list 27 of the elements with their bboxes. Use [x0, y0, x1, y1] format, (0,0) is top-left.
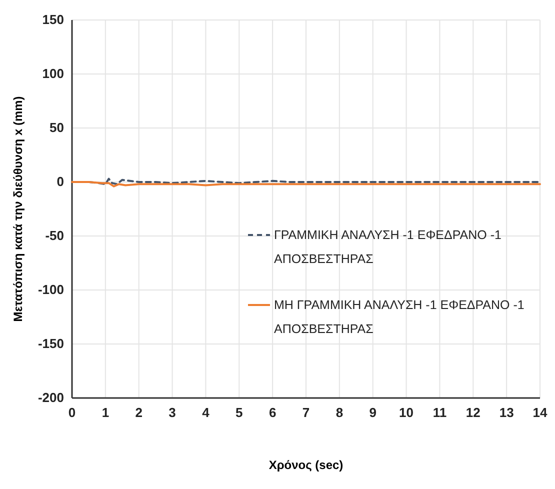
- x-tick-label: 8: [336, 405, 344, 420]
- x-tick-label: 0: [68, 405, 76, 420]
- x-tick-label: 3: [168, 405, 176, 420]
- x-tick-label: 4: [202, 405, 210, 420]
- y-tick-label: -100: [38, 282, 64, 298]
- y-tick-label: 100: [42, 66, 64, 82]
- x-tick-label: 13: [499, 405, 514, 420]
- legend-label: ΓΡΑΜΜΙΚΗ ΑΝΑΛΥΣΗ -1 ΕΦΕΔΡΑΝΟ -1 ΑΠΟΣΒΕΣΤΗΡΑΣ: [274, 228, 502, 266]
- x-tick-label: 1: [102, 405, 110, 420]
- x-tick-label: 7: [302, 405, 310, 420]
- legend-label: ΜΗ ΓΡΑΜΜΙΚΗ ΑΝΑΛΥΣΗ -1 ΕΦΕΔΡΑΝΟ -1 ΑΠΟΣΒΕΣΤΗΡΑΣ: [274, 298, 524, 336]
- x-tick-label: 6: [268, 405, 276, 420]
- x-tick-label: 10: [399, 405, 414, 420]
- x-tick-label: 11: [432, 405, 447, 420]
- x-tick-label: 12: [466, 405, 480, 420]
- y-tick-label: -200: [38, 390, 64, 406]
- y-tick-label: -50: [45, 228, 64, 244]
- y-tick-label: 150: [42, 12, 64, 28]
- y-tick-label: 50: [50, 120, 64, 136]
- y-axis-title: Μετατόπιση κατά την διεύθυνση x (mm): [11, 96, 25, 322]
- x-axis-title: Χρόνος (sec): [268, 458, 344, 472]
- y-tick-label: -150: [38, 336, 64, 352]
- x-tick-label: 9: [369, 405, 376, 420]
- x-tick-label: 2: [135, 405, 142, 420]
- x-tick-label: 5: [236, 405, 243, 420]
- x-tick-label: 14: [532, 405, 548, 420]
- y-tick-label: 0: [56, 174, 64, 190]
